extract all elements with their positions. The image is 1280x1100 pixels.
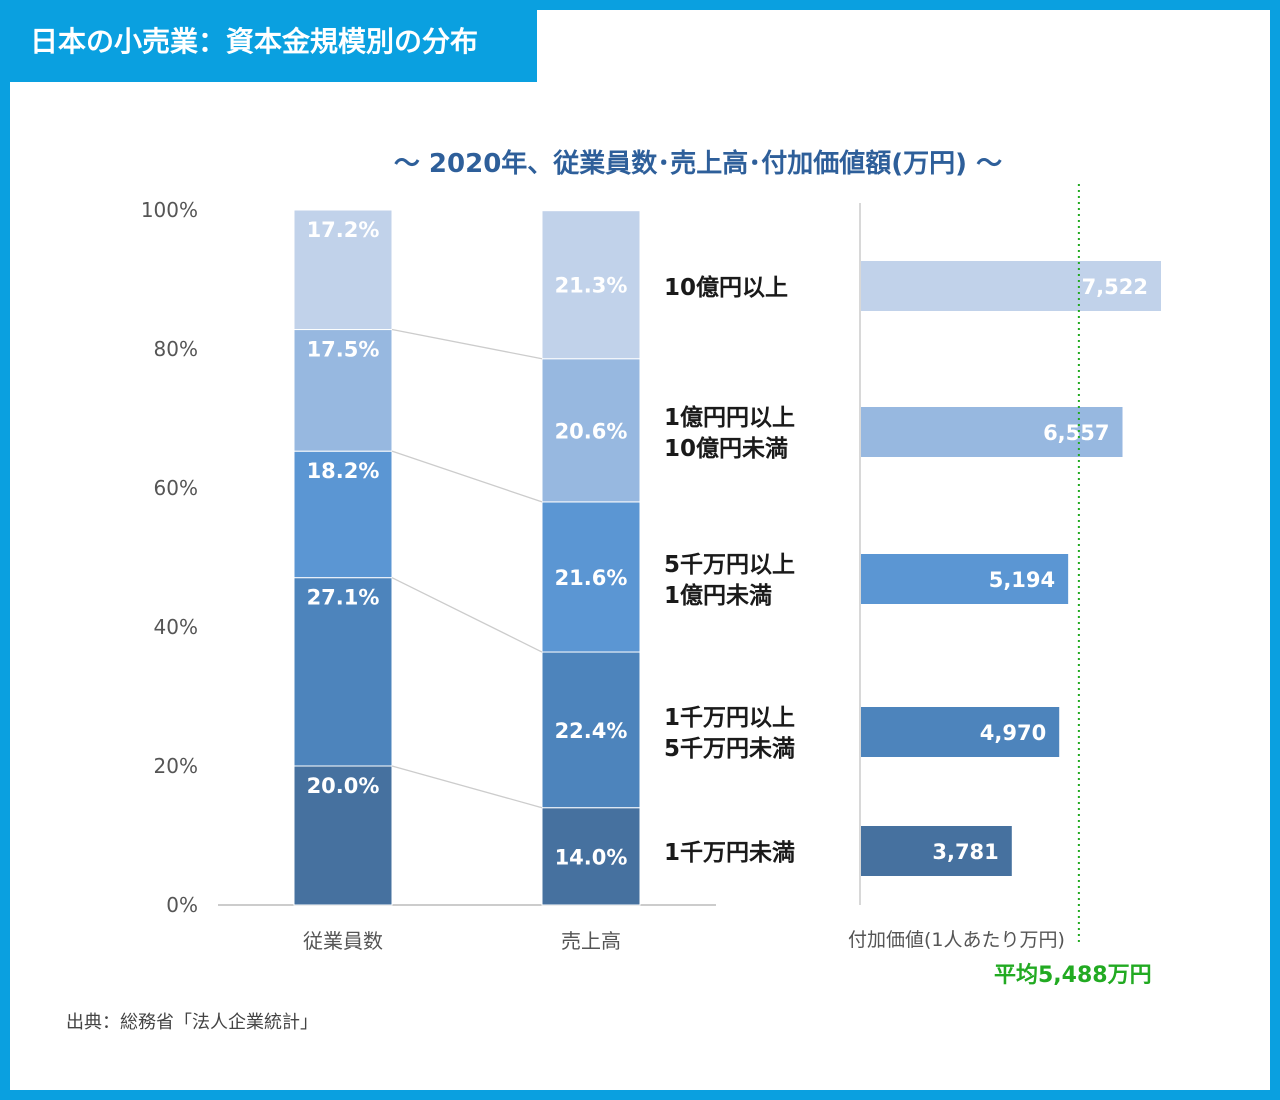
segment-data-label: 18.2% (307, 459, 380, 483)
size-class-label: 10億円未満 (664, 435, 788, 462)
stack-segment (541, 210, 641, 360)
segment-data-label: 20.0% (307, 774, 380, 798)
segment-data-label: 14.0% (555, 845, 628, 869)
size-class-label: 1億円円以上 (664, 404, 795, 431)
stack-segment (541, 501, 641, 653)
stack-segment (293, 209, 393, 331)
x-category-label: 売上高 (561, 929, 621, 953)
value-added-bar (861, 826, 1012, 876)
size-class-label: 1千万円未満 (664, 840, 795, 866)
y-tick-label: 0% (166, 893, 198, 917)
stack-segment (541, 807, 641, 906)
segment-data-label: 17.5% (307, 338, 380, 362)
stack-segment (293, 577, 393, 767)
size-class-label: 5千万円以上 (664, 552, 795, 578)
y-tick-label: 80% (154, 337, 198, 361)
y-tick-label: 100% (141, 198, 198, 222)
segment-data-label: 20.6% (555, 419, 628, 443)
value-added-bar (861, 707, 1060, 757)
average-label: 平均5,488万円 (994, 962, 1152, 988)
segment-data-label: 21.3% (555, 274, 628, 298)
y-tick-label: 20% (154, 754, 198, 778)
stack-segment (541, 358, 641, 503)
connector-line (391, 450, 543, 503)
value-added-bar (861, 554, 1069, 604)
size-class-label: 1億円未満 (664, 582, 772, 609)
value-axis-label: 付加価値(1人あたり万円) (848, 929, 1065, 951)
page-title: 日本の小売業：資本金規模別の分布 (10, 10, 537, 82)
connector-line (391, 577, 543, 653)
stack-segment (293, 450, 393, 579)
value-added-label: 5,194 (989, 568, 1055, 592)
size-class-label: 5千万円未満 (664, 736, 795, 762)
value-added-label: 6,557 (1043, 421, 1109, 445)
value-added-label: 7,522 (1082, 275, 1148, 299)
segment-data-label: 27.1% (307, 586, 380, 610)
chart-title: ～ 2020年、従業員数･売上高･付加価値額(万円) ～ (394, 148, 1002, 179)
connector-line (391, 765, 543, 809)
size-class-label: 10億円以上 (664, 274, 788, 301)
y-tick-label: 60% (154, 476, 198, 500)
source-note: 出典：総務省「法人企業統計」 (66, 1012, 318, 1033)
y-tick-label: 40% (154, 615, 198, 639)
stack-segment (293, 329, 393, 452)
size-class-label: 1千万円以上 (664, 705, 795, 731)
value-added-label: 4,970 (980, 721, 1046, 745)
connector-line (391, 328, 543, 360)
value-added-label: 3,781 (932, 840, 998, 864)
segment-data-label: 17.2% (307, 218, 380, 242)
segment-data-label: 22.4% (555, 719, 628, 743)
stack-segment (541, 651, 641, 809)
segment-data-label: 21.6% (555, 566, 628, 590)
value-added-bar (861, 261, 1161, 311)
x-category-label: 従業員数 (303, 929, 383, 953)
